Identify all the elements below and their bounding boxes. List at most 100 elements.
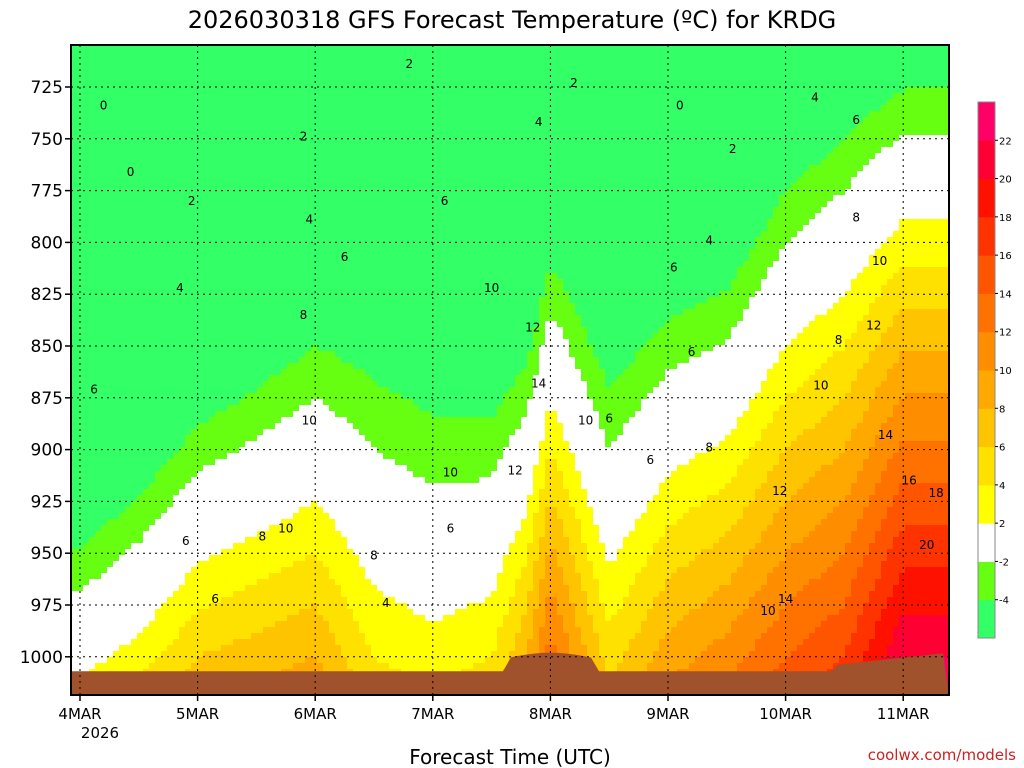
field-cell <box>299 303 306 310</box>
field-cell <box>269 411 276 418</box>
field-cell <box>335 339 342 346</box>
field-cell <box>125 441 132 448</box>
field-cell <box>107 597 114 604</box>
field-cell <box>83 549 90 556</box>
field-cell <box>197 399 204 406</box>
field-cell <box>239 75 246 82</box>
field-cell <box>329 69 336 76</box>
field-cell <box>185 663 192 670</box>
field-cell <box>155 489 162 496</box>
field-cell <box>221 411 228 418</box>
field-cell <box>161 507 168 514</box>
field-cell <box>227 81 234 88</box>
field-cell <box>77 501 84 508</box>
field-cell <box>125 399 132 406</box>
field-cell <box>131 207 138 214</box>
field-cell <box>329 309 336 316</box>
field-cell <box>263 315 270 322</box>
field-cell <box>203 141 210 148</box>
field-cell <box>125 345 132 352</box>
field-cell <box>161 501 168 508</box>
field-cell <box>149 261 156 268</box>
field-cell <box>293 411 300 418</box>
field-cell <box>179 237 186 244</box>
field-cell <box>323 483 330 490</box>
field-cell <box>287 459 294 466</box>
field-cell <box>239 237 246 244</box>
field-cell <box>263 405 270 412</box>
field-cell <box>317 153 324 160</box>
field-cell <box>71 237 78 244</box>
field-cell <box>263 327 270 334</box>
field-cell <box>299 105 306 112</box>
field-cell <box>185 249 192 256</box>
field-cell <box>107 423 114 430</box>
field-cell <box>293 141 300 148</box>
field-cell <box>113 327 120 334</box>
field-cell <box>71 567 78 574</box>
field-cell <box>125 129 132 136</box>
field-cell <box>299 141 306 148</box>
field-cell <box>239 309 246 316</box>
field-cell <box>71 441 78 448</box>
field-cell <box>185 567 192 574</box>
field-cell <box>257 351 264 358</box>
field-cell <box>299 573 306 580</box>
field-cell <box>131 543 138 550</box>
field-cell <box>299 273 306 280</box>
field-cell <box>83 621 90 628</box>
field-cell <box>257 165 264 172</box>
field-cell <box>131 615 138 622</box>
field-cell <box>113 603 120 610</box>
field-cell <box>299 87 306 94</box>
field-cell <box>203 405 210 412</box>
field-cell <box>299 657 306 664</box>
field-cell <box>101 231 108 238</box>
field-cell <box>161 117 168 124</box>
field-cell <box>101 663 108 670</box>
field-cell <box>197 645 204 652</box>
field-cell <box>143 159 150 166</box>
field-cell <box>305 609 312 616</box>
field-cell <box>245 339 252 346</box>
field-cell <box>281 399 288 406</box>
field-cell <box>293 231 300 238</box>
field-cell <box>311 459 318 466</box>
field-cell <box>125 615 132 622</box>
field-cell <box>209 195 216 202</box>
field-cell <box>95 303 102 310</box>
field-cell <box>341 309 348 316</box>
field-cell <box>143 285 150 292</box>
field-cell <box>113 177 120 184</box>
field-cell <box>77 603 84 610</box>
field-cell <box>269 201 276 208</box>
field-cell <box>209 501 216 508</box>
field-cell <box>113 93 120 100</box>
field-cell <box>149 189 156 196</box>
field-cell <box>113 261 120 268</box>
field-cell <box>95 525 102 532</box>
field-cell <box>131 519 138 526</box>
field-cell <box>299 387 306 394</box>
field-cell <box>113 561 120 568</box>
field-cell <box>143 63 150 70</box>
field-cell <box>317 651 324 658</box>
field-cell <box>317 195 324 202</box>
field-cell <box>101 393 108 400</box>
field-cell <box>287 477 294 484</box>
field-cell <box>245 333 252 340</box>
field-cell <box>119 393 126 400</box>
field-cell <box>269 363 276 370</box>
field-cell <box>191 81 198 88</box>
field-cell <box>149 435 156 442</box>
field-cell <box>131 537 138 544</box>
field-cell <box>95 357 102 364</box>
field-cell <box>323 327 330 334</box>
field-cell <box>107 471 114 478</box>
field-cell <box>269 63 276 70</box>
field-cell <box>317 189 324 196</box>
field-cell <box>113 297 120 304</box>
field-cell <box>251 189 258 196</box>
field-cell <box>317 411 324 418</box>
field-cell <box>203 309 210 316</box>
